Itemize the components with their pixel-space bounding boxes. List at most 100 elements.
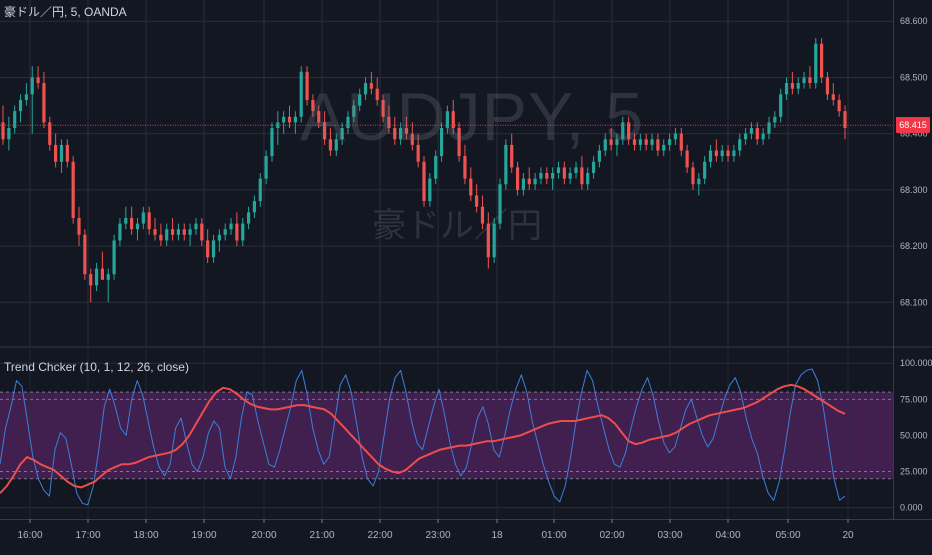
candle-body (293, 116, 297, 123)
candle-body (48, 122, 52, 145)
candle-body (381, 99, 385, 117)
candle-body (264, 156, 268, 179)
x-tick-label: 02:00 (599, 530, 624, 541)
candle-body (363, 83, 368, 95)
candle-body (270, 128, 274, 157)
watermark-name: 豪ドル／円 (372, 207, 542, 245)
candle-body (656, 139, 660, 151)
candle-body (609, 139, 613, 145)
main-y-tick-label: 68.500 (900, 72, 928, 82)
candle-body (223, 229, 227, 235)
candle-body (638, 139, 642, 145)
candle-body (346, 116, 350, 129)
candle-body (714, 150, 718, 157)
candle-body (457, 128, 461, 157)
osc-y-tick-label: 25.000 (900, 467, 928, 477)
candle-body (305, 71, 309, 100)
candle-body (498, 184, 502, 224)
osc-slow-series-line (0, 383, 846, 494)
candle-body (428, 178, 432, 202)
candle-body (603, 139, 607, 151)
candle-body (311, 99, 315, 112)
candle-body (738, 139, 742, 151)
main-y-tick-label: 68.100 (900, 297, 928, 307)
x-tick-label: 16:00 (17, 530, 42, 541)
candle-body (18, 99, 23, 112)
candle-body (475, 195, 479, 207)
candle-body (825, 77, 830, 95)
x-tick-label: 19:00 (191, 530, 216, 541)
candle-body (697, 178, 701, 185)
candle-body (100, 268, 105, 280)
candle-body (241, 223, 245, 241)
candle-body (720, 150, 724, 157)
candle-body (802, 77, 806, 84)
candle-body (837, 99, 841, 112)
indicator-title: Trend Chcker (10, 1, 12, 26, close) (4, 360, 189, 374)
x-tick-label: 05:00 (775, 530, 800, 541)
candle-body (369, 83, 373, 89)
candle-body (644, 139, 648, 145)
candle-body (130, 217, 134, 230)
candle-body (416, 144, 420, 162)
candle-body (586, 173, 590, 185)
candle-body (118, 223, 122, 241)
main-y-tick-label: 68.300 (900, 185, 928, 195)
candle-body (282, 116, 286, 123)
candle-body (393, 128, 397, 140)
candle-body (317, 111, 321, 123)
candle-body (287, 116, 292, 123)
candle-body (24, 94, 28, 100)
candle-body (486, 223, 490, 258)
candle-body (820, 43, 824, 78)
candle-body (165, 229, 169, 241)
candle-body (679, 133, 683, 151)
candle-body (703, 161, 707, 179)
candle-body (387, 116, 391, 129)
x-tick-label: 03:00 (657, 530, 682, 541)
candle-body (779, 94, 783, 117)
candle-body (83, 234, 87, 275)
candle-body (153, 229, 157, 235)
candle-body (492, 223, 496, 258)
candle-body (726, 150, 730, 157)
osc-y-tick-label: 75.000 (900, 394, 928, 404)
x-tick-label: 04:00 (715, 530, 740, 541)
candle-body (580, 167, 584, 185)
candle-body (206, 240, 210, 258)
candle-body (562, 167, 566, 179)
candle-body (434, 156, 438, 179)
candle-body (194, 223, 198, 230)
candle-body (632, 139, 637, 145)
candle-body (94, 268, 99, 286)
candle-body (708, 150, 713, 162)
candle-body (246, 212, 251, 224)
candle-body (235, 223, 239, 241)
candle-body (182, 229, 186, 235)
candle-body (691, 167, 695, 185)
candle-body (551, 173, 555, 179)
candle-body (112, 240, 116, 275)
candle-body (71, 161, 75, 218)
main-y-tick-label: 68.400 (900, 129, 928, 139)
candle-body (527, 178, 531, 185)
candle-body (784, 83, 789, 95)
candle-body (451, 111, 455, 129)
candle-body (755, 128, 759, 140)
candle-body (515, 167, 520, 190)
candle-body (597, 150, 602, 162)
candle-body (252, 201, 257, 213)
candle-body (89, 274, 93, 286)
osc-y-tick-label: 50.000 (900, 430, 928, 440)
candle-body (743, 133, 748, 140)
candle-body (439, 128, 444, 157)
candle-body (334, 139, 338, 151)
x-tick-label: 01:00 (541, 530, 566, 541)
x-tick-label: 22:00 (367, 530, 392, 541)
candle-body (556, 167, 561, 173)
x-tick-label: 20 (842, 530, 854, 541)
osc-y-tick-label: 100.000 (900, 358, 932, 368)
candle-body (410, 133, 414, 145)
